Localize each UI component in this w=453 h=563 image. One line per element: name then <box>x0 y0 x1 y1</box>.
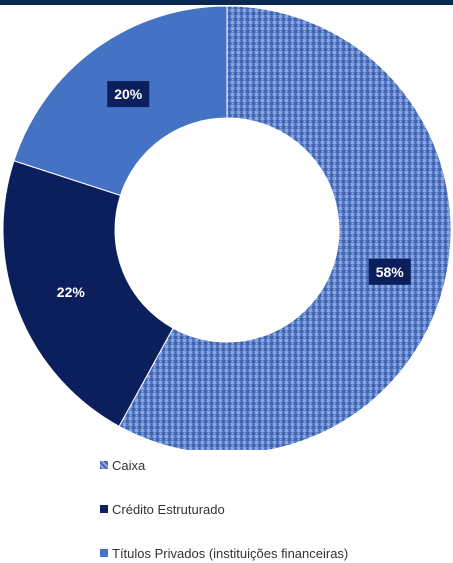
data-label-background <box>368 258 411 285</box>
header-band <box>0 0 453 5</box>
legend-item-titulos-privados: Títulos Privados (instituições financeir… <box>100 543 348 563</box>
legend-label-titulos-privados: Títulos Privados (instituições financeir… <box>112 545 349 561</box>
legend-item-caixa: Caixa <box>100 455 348 475</box>
data-label-credito-estruturado: 22% <box>49 278 92 305</box>
legend-swatch-caixa <box>100 461 108 469</box>
data-label-background <box>107 81 150 108</box>
legend-item-credito-estruturado: Crédito Estruturado <box>100 499 348 519</box>
data-label-text: 58% <box>376 264 405 280</box>
data-labels: 58% 22% 20% <box>49 81 411 305</box>
donut-chart: 58% 22% 20% <box>2 5 452 450</box>
data-label-text: 20% <box>114 86 143 102</box>
data-label-text: 22% <box>57 284 86 300</box>
legend-label-caixa: Caixa <box>112 457 146 473</box>
legend-swatch-credito-estruturado <box>100 505 108 513</box>
donut-slices <box>2 5 452 450</box>
legend-label-credito-estruturado: Crédito Estruturado <box>112 501 225 517</box>
legend-swatch-titulos-privados <box>100 549 108 557</box>
data-label-caixa: 58% <box>368 258 411 285</box>
chart-legend: Caixa Crédito Estruturado Títulos Privad… <box>100 455 348 563</box>
slice-caixa <box>118 5 452 450</box>
data-label-background <box>49 278 92 305</box>
data-label-titulos-privados: 20% <box>107 81 150 108</box>
